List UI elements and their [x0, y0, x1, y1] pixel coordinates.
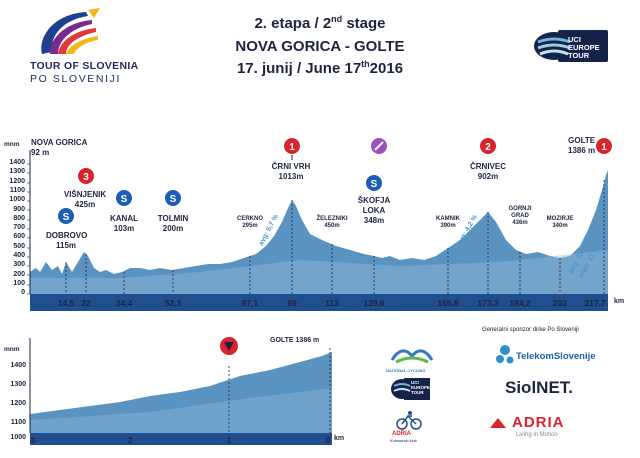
club-subtitle: Kolesarski klub — [390, 438, 417, 443]
place-cerkno: CERKNO 295m — [236, 216, 263, 229]
finale-km-axis-bar — [30, 433, 332, 445]
place-skofja-loka: ŠKOFJA LOKA 348m — [357, 196, 391, 225]
place-dobrovo: DOBROVO 115m — [46, 231, 88, 250]
logo-title: TOUR OF SLOVENIA — [30, 60, 139, 72]
uci-small-logo — [391, 378, 430, 400]
place-mozirje: MOZIRJE 340m — [546, 216, 574, 229]
cyclist-icon — [396, 411, 422, 430]
siol-logo: SiolNET. — [505, 378, 574, 397]
tour-of-slovenia-logo — [41, 8, 100, 54]
telekom-logo-icon — [496, 345, 514, 364]
telekom-logo-text: TelekomSlovenije — [516, 351, 596, 362]
place-crnivec: ČRNIVEC 902m — [469, 162, 506, 181]
route-title: NOVA GORICA - GOLTE — [235, 38, 405, 55]
uci-logo-text: UCI EUROPE TOUR — [568, 35, 600, 60]
km-axis-bar — [30, 294, 608, 311]
adria-tagline: Living in Motion — [516, 432, 558, 438]
logo-subtitle: PO SLOVENIJI — [30, 73, 121, 85]
place-kanal: KANAL 103m — [110, 214, 138, 233]
place-tolmin: TOLMIN 200m — [157, 214, 189, 233]
national-cycling-logo — [390, 349, 434, 364]
sponsor-title: Generalni sponzor dirke Po Sloveniji — [482, 327, 579, 333]
stage-date: 17. junij / June 17th2016 — [236, 59, 404, 77]
adria-logo-icon — [490, 418, 506, 428]
uci-europe-tour-logo — [534, 30, 608, 62]
place-visnjenik: VIŠNJENIK 425m — [63, 190, 107, 209]
finale-finish-label: GOLTE 1386 m — [270, 337, 320, 344]
club-name: ADRIA — [392, 431, 411, 437]
national-cycling-text: NATIONAL CYCLING — [386, 368, 426, 373]
place-zelezniki: ŽELEZNIKI 450m — [316, 216, 348, 229]
place-crni-vrh: ČRNI VRH 1013m — [271, 162, 311, 181]
profile-area — [30, 170, 608, 294]
stage-line: 2. etapa / 2nd stage — [254, 14, 386, 32]
finale-y-unit: mnm — [4, 346, 20, 353]
finale-profile-area — [30, 352, 332, 433]
finish-label: GOLTE 1386 m — [568, 136, 596, 155]
uci-small-text: UCI EUROPE TOUR — [411, 380, 431, 395]
adria-logo-text: ADRIA — [512, 414, 565, 431]
place-gornji-grad: GORNJI GRAD 436m — [508, 206, 532, 226]
y-axis-unit: mnm — [4, 141, 20, 148]
place-kamnik: KAMNIK 390m — [436, 216, 460, 229]
start-label: NOVA GORICA 92 m — [31, 138, 88, 157]
